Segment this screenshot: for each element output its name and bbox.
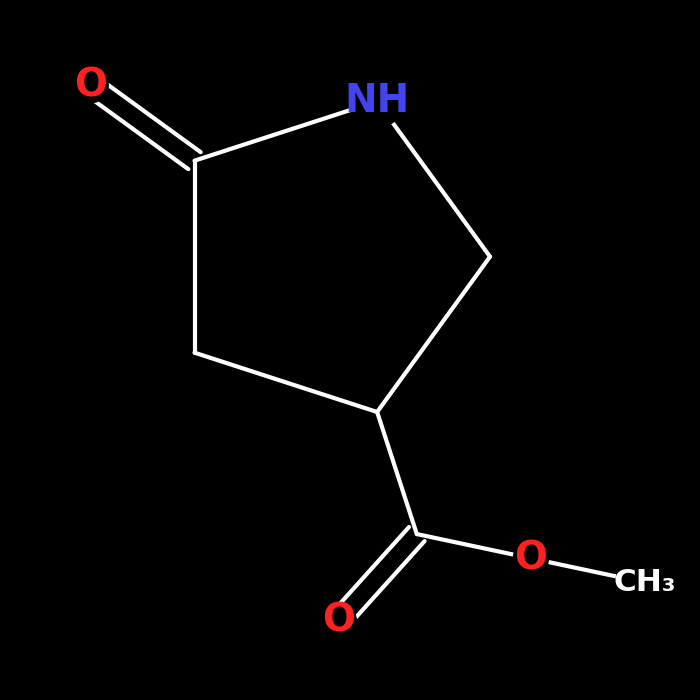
Text: NH: NH <box>344 83 409 120</box>
Circle shape <box>74 68 108 103</box>
Circle shape <box>616 554 674 612</box>
Circle shape <box>321 603 356 638</box>
Text: O: O <box>322 602 355 640</box>
Text: CH₃: CH₃ <box>614 568 676 597</box>
Circle shape <box>351 75 403 127</box>
Circle shape <box>513 541 548 576</box>
Text: O: O <box>514 539 547 578</box>
Text: O: O <box>74 66 107 104</box>
